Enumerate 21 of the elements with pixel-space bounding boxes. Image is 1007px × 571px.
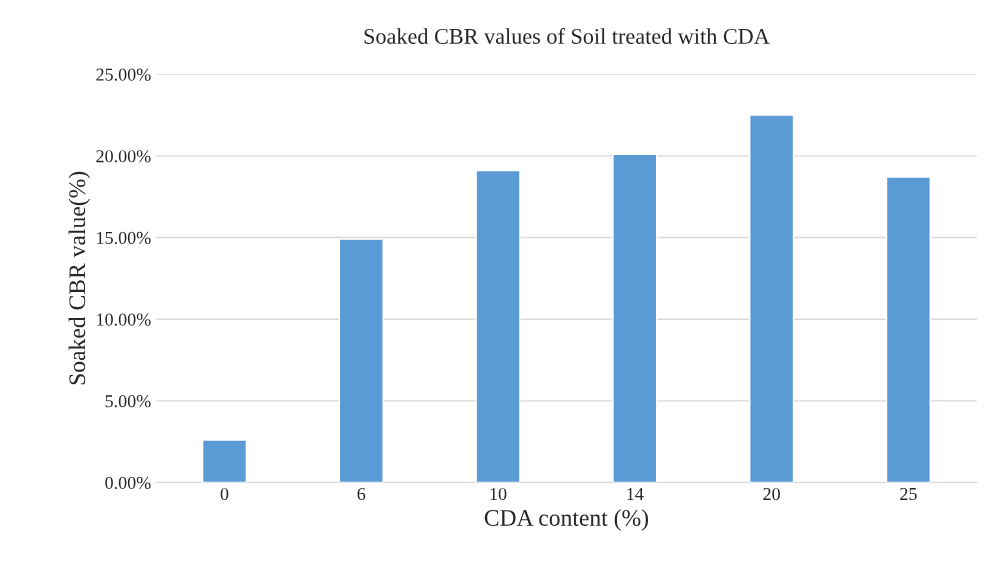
bar (749, 114, 795, 483)
chart-title: Soaked CBR values of Soil treated with CDA (364, 28, 770, 44)
x-tick-label: 10 (490, 487, 507, 501)
bar (612, 153, 658, 483)
y-tick-label: 20.00% (96, 150, 151, 163)
y-tick-label: 5.00% (105, 395, 151, 408)
x-tick-label: 25 (900, 487, 917, 501)
x-tick-label: 20 (763, 487, 780, 501)
bar (475, 169, 521, 483)
x-tick-label: 0 (220, 487, 229, 501)
y-tick-label: 25.00% (96, 68, 151, 81)
x-tick-label: 6 (357, 487, 366, 501)
y-tick-label: 15.00% (97, 231, 151, 245)
bar (338, 238, 384, 483)
y-tick-label: 10.00% (97, 313, 151, 326)
bar (885, 176, 931, 483)
y-tick-label: 0.00% (105, 476, 151, 490)
bar (201, 439, 248, 483)
y-axis-title: Soaked CBR value(%) (68, 171, 90, 385)
x-tick-label: 14 (627, 487, 644, 500)
x-axis-title: CDA content (%) (484, 509, 649, 531)
